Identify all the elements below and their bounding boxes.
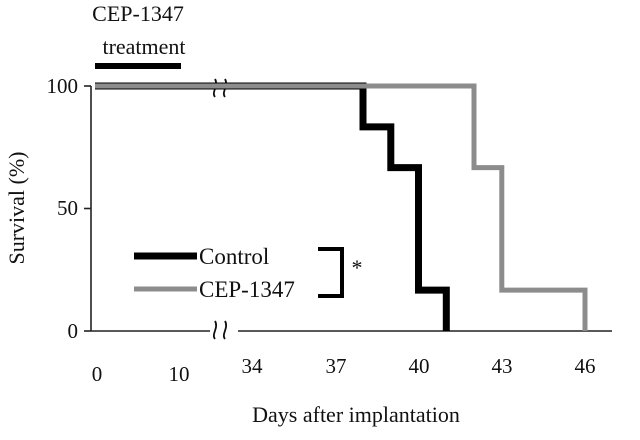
y-tick-label-0: 0: [68, 319, 79, 343]
treatment-label-line2: treatment: [102, 34, 185, 59]
treatment-label-line1: CEP-1347: [92, 1, 184, 26]
y-tick-label-50: 50: [57, 196, 78, 220]
x-axis-title: Days after implantation: [252, 402, 460, 427]
legend-label-control: Control: [199, 244, 269, 269]
significance-bracket: [318, 247, 344, 298]
significance-asterisk: *: [352, 255, 363, 280]
axis-break-mark-bottom: [210, 320, 238, 340]
x-tick-label-34: 34: [242, 354, 264, 378]
x-tick-label-43: 43: [492, 354, 513, 378]
y-axis-title: Survival (%): [4, 151, 29, 264]
x-tick-label-0: 0: [92, 362, 103, 386]
series-cep-1347-line: [95, 83, 588, 331]
x-tick-label-37: 37: [326, 354, 347, 378]
y-tick-label-100: 100: [47, 74, 79, 98]
x-tick-label-46: 46: [575, 354, 596, 378]
series-control-line: [95, 82, 450, 331]
x-tick-label-40: 40: [409, 354, 430, 378]
legend-label-cep-1347: CEP-1347: [199, 277, 295, 302]
x-tick-label-10: 10: [169, 362, 190, 386]
